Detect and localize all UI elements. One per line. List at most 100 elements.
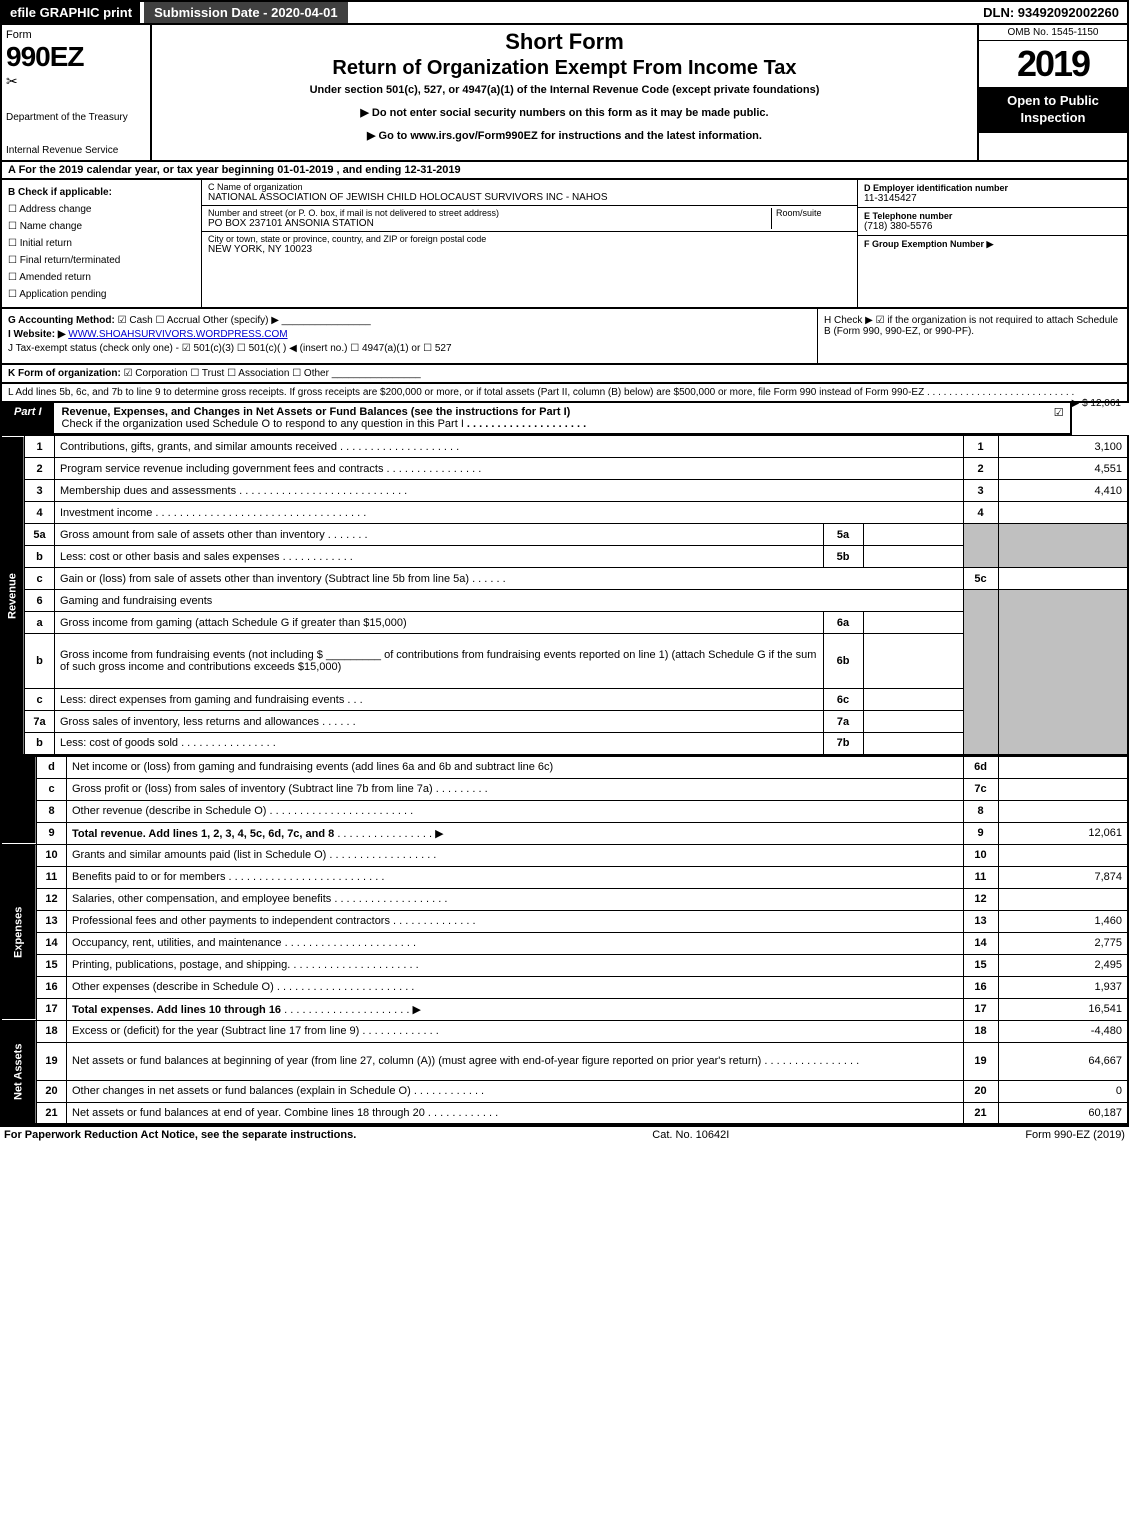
table-row: c Less: direct expenses from gaming and … [1, 689, 1128, 711]
check-amended-return[interactable]: Amended return [8, 269, 195, 286]
footer-right: Form 990-EZ (2019) [1025, 1129, 1125, 1141]
check-initial-return[interactable]: Initial return [8, 235, 195, 252]
line-desc: Benefits paid to or for members . . . . … [67, 866, 964, 888]
department: Department of the Treasury [6, 112, 146, 123]
section-c: C Name of organization NATIONAL ASSOCIAT… [202, 180, 857, 307]
line-num: 14 [37, 932, 67, 954]
ref-num: 21 [963, 1102, 998, 1124]
l-text: L Add lines 5b, 6c, and 7b to line 9 to … [8, 387, 924, 398]
line-num: 16 [37, 976, 67, 998]
g-cash[interactable]: Cash [118, 315, 153, 326]
form-header: Form 990EZ ✂ Department of the Treasury … [0, 25, 1129, 162]
line-num: b [25, 546, 55, 568]
table-row: 19 Net assets or fund balances at beginn… [1, 1042, 1128, 1080]
line-num: 19 [37, 1042, 67, 1080]
table-row: d Net income or (loss) from gaming and f… [1, 756, 1128, 778]
line-desc: Net income or (loss) from gaming and fun… [67, 756, 964, 778]
check-final-return[interactable]: Final return/terminated [8, 252, 195, 269]
amount: 16,541 [998, 998, 1128, 1020]
table-row: b Less: cost of goods sold . . . . . . .… [1, 733, 1128, 755]
gh-section: G Accounting Method: Cash Accrual Other … [0, 309, 1129, 365]
ssn-notice: ▶ Do not enter social security numbers o… [160, 106, 969, 119]
netassets-side-label: Net Assets [1, 1020, 37, 1124]
sub-amount [863, 524, 963, 546]
line-desc: Professional fees and other payments to … [67, 910, 964, 932]
website-line: I Website: ▶ WWW.SHOAHSURVIVORS.WORDPRES… [8, 329, 811, 340]
instructions-link[interactable]: ▶ Go to www.irs.gov/Form990EZ for instru… [160, 129, 969, 142]
table-row: 11 Benefits paid to or for members . . .… [1, 866, 1128, 888]
org-name: NATIONAL ASSOCIATION OF JEWISH CHILD HOL… [208, 192, 851, 203]
website-link[interactable]: WWW.SHOAHSURVIVORS.WORDPRESS.COM [68, 329, 287, 340]
form-number: 990EZ [6, 41, 146, 73]
table-row: 21 Net assets or fund balances at end of… [1, 1102, 1128, 1124]
table-row: 16 Other expenses (describe in Schedule … [1, 976, 1128, 998]
amount [998, 800, 1128, 822]
ref-num: 8 [963, 800, 998, 822]
dln: DLN: 93492092002260 [975, 2, 1127, 23]
line-num: 4 [25, 502, 55, 524]
ref-num: 16 [963, 976, 998, 998]
return-title: Return of Organization Exempt From Incom… [160, 57, 969, 80]
check-name-change[interactable]: Name change [8, 218, 195, 235]
line-desc: Membership dues and assessments . . . . … [55, 480, 964, 502]
table-row: a Gross income from gaming (attach Sched… [1, 612, 1128, 634]
sub-ref: 7b [823, 733, 863, 755]
table-row: 17 Total expenses. Add lines 10 through … [1, 998, 1128, 1020]
section-b: B Check if applicable: Address change Na… [2, 180, 202, 307]
k-options[interactable]: ☑ Corporation ☐ Trust ☐ Association ☐ Ot… [124, 368, 329, 379]
amount: 1,460 [998, 910, 1128, 932]
section-h: H Check ▶ ☑ if the organization is not r… [817, 309, 1127, 363]
table-row: 13 Professional fees and other payments … [1, 910, 1128, 932]
table-row: 4 Investment income . . . . . . . . . . … [1, 502, 1128, 524]
irs: Internal Revenue Service [6, 145, 146, 156]
part1-title: Revenue, Expenses, and Changes in Net As… [54, 403, 1048, 433]
city-label: City or town, state or province, country… [208, 234, 851, 244]
part1-subtitle: Check if the organization used Schedule … [62, 418, 464, 430]
table-row: 6 Gaming and fundraising events [1, 590, 1128, 612]
expenses-side-label: Expenses [1, 844, 37, 1020]
part1-title-text: Revenue, Expenses, and Changes in Net As… [62, 406, 571, 418]
ref-num: 13 [963, 910, 998, 932]
amount [998, 756, 1128, 778]
short-form-title: Short Form [160, 29, 969, 55]
section-k: K Form of organization: ☑ Corporation ☐ … [0, 365, 1129, 384]
h-check[interactable]: H Check ▶ ☑ if the organization is not r… [824, 315, 1121, 337]
line-num: 17 [37, 998, 67, 1020]
part1-header: Part I Revenue, Expenses, and Changes in… [0, 403, 1072, 435]
financial-table-2: d Net income or (loss) from gaming and f… [0, 756, 1129, 1126]
line-num: 12 [37, 888, 67, 910]
check-application-pending[interactable]: Application pending [8, 286, 195, 303]
submission-date: Submission Date - 2020-04-01 [144, 2, 348, 23]
line-desc: Investment income . . . . . . . . . . . … [55, 502, 964, 524]
check-address-change[interactable]: Address change [8, 201, 195, 218]
line-desc: Less: direct expenses from gaming and fu… [55, 689, 824, 711]
line-num: a [25, 612, 55, 634]
table-row: 3 Membership dues and assessments . . . … [1, 480, 1128, 502]
form-word: Form [6, 29, 146, 41]
g-other[interactable]: Other (specify) ▶ [203, 315, 279, 326]
ref-num: 19 [963, 1042, 998, 1080]
amount: 64,667 [998, 1042, 1128, 1080]
ref-num: 15 [963, 954, 998, 976]
line-num: b [25, 733, 55, 755]
table-row: Expenses 10 Grants and similar amounts p… [1, 844, 1128, 866]
part1-check[interactable]: ☑ [1048, 403, 1070, 433]
line-desc: Occupancy, rent, utilities, and maintena… [67, 932, 964, 954]
ref-num: 18 [963, 1020, 998, 1042]
table-row: 20 Other changes in net assets or fund b… [1, 1080, 1128, 1102]
line-desc: Less: cost of goods sold . . . . . . . .… [55, 733, 824, 755]
header-left: Form 990EZ ✂ Department of the Treasury … [2, 25, 152, 160]
line-num: 1 [25, 436, 55, 458]
efile-label[interactable]: efile GRAPHIC print [2, 2, 140, 23]
amount [998, 844, 1128, 866]
ref-num: 3 [963, 480, 998, 502]
k-label: K Form of organization: [8, 368, 121, 379]
open-public-badge: Open to Public Inspection [979, 87, 1127, 133]
ref-num: 2 [963, 458, 998, 480]
table-row: 7a Gross sales of inventory, less return… [1, 711, 1128, 733]
table-row: 9 Total revenue. Add lines 1, 2, 3, 4, 5… [1, 822, 1128, 844]
amount: 0 [998, 1080, 1128, 1102]
line-desc: Total revenue. Add lines 1, 2, 3, 4, 5c,… [67, 822, 964, 844]
g-accrual[interactable]: Accrual [156, 315, 201, 326]
amount [998, 778, 1128, 800]
